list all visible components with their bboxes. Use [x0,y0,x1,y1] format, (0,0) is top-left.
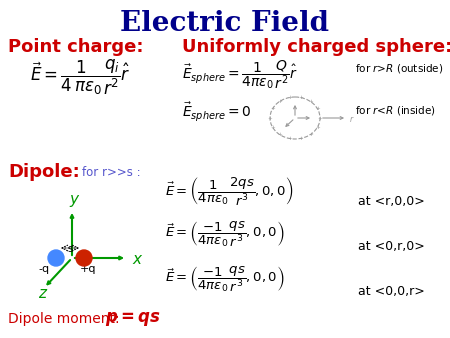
Text: $\vec{E}_{sphere} = \dfrac{1}{4\pi\varepsilon_0}\dfrac{Q}{r^2}\hat{r}$: $\vec{E}_{sphere} = \dfrac{1}{4\pi\varep… [182,58,298,91]
Text: +: + [277,99,282,104]
Text: Electric Field: Electric Field [121,10,329,37]
Text: +: + [315,106,320,112]
Text: Dipole moment:: Dipole moment: [8,312,120,326]
Text: +: + [308,99,313,104]
Text: $\vec{E} = \left(\dfrac{1}{4\pi\varepsilon_0}\dfrac{2qs}{r^3},0,0\right)$: $\vec{E} = \left(\dfrac{1}{4\pi\varepsil… [165,175,293,207]
Text: Dipole:: Dipole: [8,163,80,181]
Text: $\vec{E}_{sphere} = 0$: $\vec{E}_{sphere} = 0$ [182,100,252,123]
Text: for $r$>$R$ (outside): for $r$>$R$ (outside) [355,62,443,75]
Text: Point charge:: Point charge: [8,38,144,56]
Text: $\vec{E} = \left(\dfrac{-1}{4\pi\varepsilon_0}\dfrac{qs}{r^3},0,0\right)$: $\vec{E} = \left(\dfrac{-1}{4\pi\varepsi… [165,265,285,294]
Text: +q: +q [80,264,96,274]
Text: Uniformly charged sphere:: Uniformly charged sphere: [182,38,450,56]
Text: $\boldsymbol{p = qs}$: $\boldsymbol{p = qs}$ [105,310,161,328]
Text: at <r,0,0>: at <r,0,0> [358,195,425,208]
Text: s: s [67,244,73,254]
Circle shape [76,250,92,266]
Text: +: + [315,125,320,129]
Text: +: + [270,125,275,129]
Circle shape [48,250,64,266]
Text: $\vec{E} = \dfrac{1}{4\,\pi\varepsilon_0}\dfrac{q_i}{r^2}\hat{r}$: $\vec{E} = \dfrac{1}{4\,\pi\varepsilon_0… [30,58,130,97]
Text: $\vec{E} = \left(\dfrac{-1}{4\pi\varepsilon_0}\dfrac{qs}{r^3},0,0\right)$: $\vec{E} = \left(\dfrac{-1}{4\pi\varepsi… [165,220,285,249]
Text: +: + [308,132,313,137]
Text: at <0,r,0>: at <0,r,0> [358,240,425,253]
Text: +: + [287,136,292,141]
Text: +: + [298,136,303,141]
Text: for $r$<$R$ (inside): for $r$<$R$ (inside) [355,104,436,117]
Text: -q: -q [38,264,50,274]
Text: z: z [38,286,46,301]
Text: for r>>s :: for r>>s : [82,166,140,179]
Text: +: + [318,116,322,121]
Text: $r$: $r$ [349,114,355,124]
Text: +: + [270,106,275,112]
Text: +: + [268,116,272,121]
Text: y: y [69,192,78,207]
Text: +: + [298,95,303,100]
Text: at <0,0,r>: at <0,0,r> [358,285,425,298]
Text: +: + [287,95,292,100]
Text: x: x [132,252,141,267]
Text: +: + [277,132,282,137]
